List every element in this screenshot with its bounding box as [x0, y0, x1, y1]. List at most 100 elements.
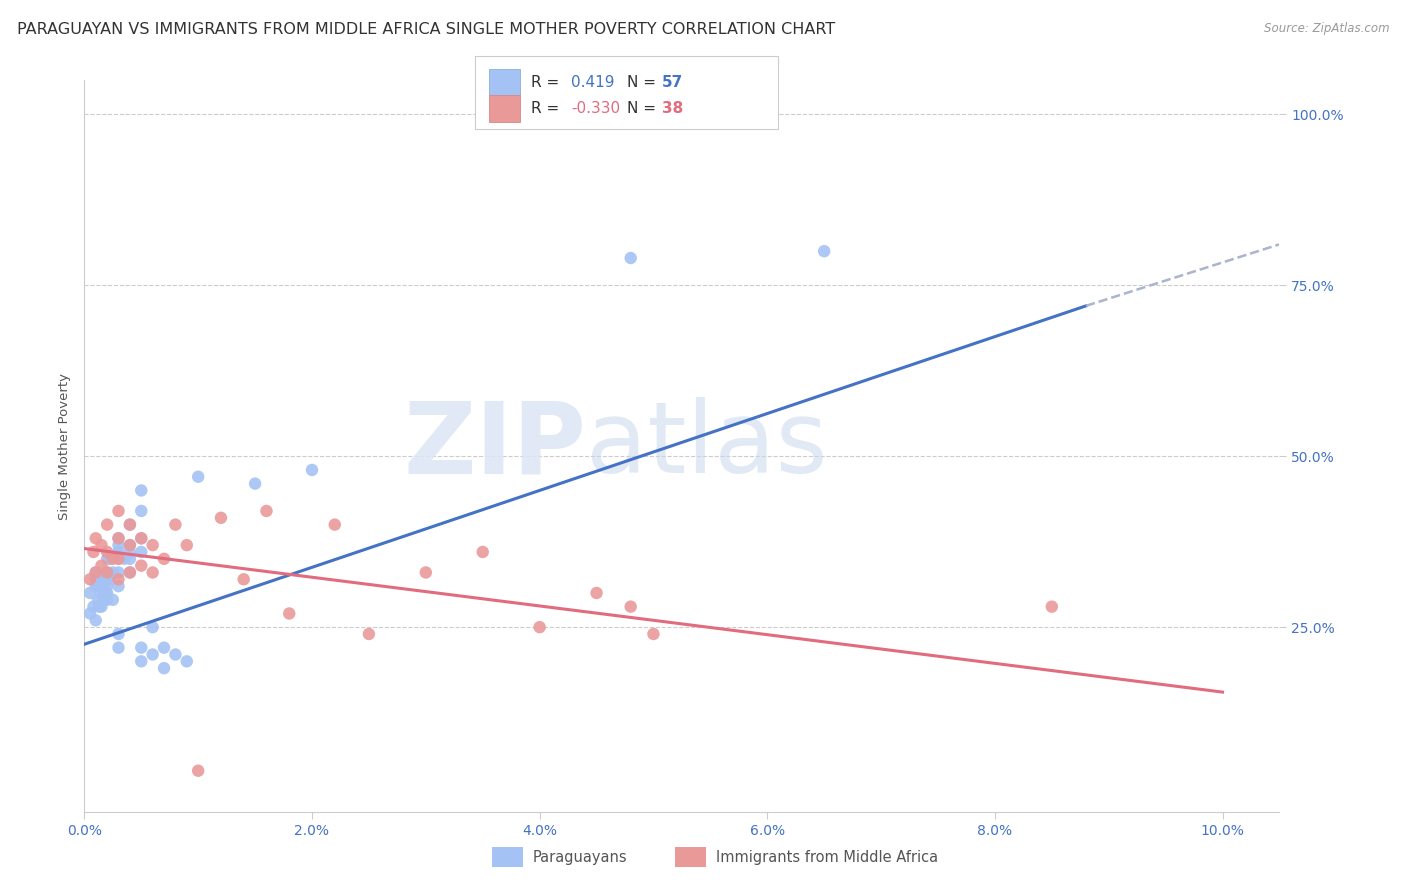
- Point: [813, 244, 835, 259]
- Point: [243, 476, 266, 491]
- Point: [323, 517, 346, 532]
- Point: [118, 517, 141, 532]
- Point: [301, 463, 323, 477]
- Point: [643, 627, 665, 641]
- Point: [142, 648, 165, 662]
- Text: R =: R =: [531, 102, 565, 116]
- Point: [620, 599, 643, 614]
- Point: [96, 545, 118, 559]
- Point: [415, 566, 437, 580]
- Point: [585, 586, 607, 600]
- Point: [98, 572, 121, 586]
- Point: [96, 551, 118, 566]
- Point: [101, 566, 124, 580]
- Point: [187, 764, 209, 778]
- Point: [82, 545, 104, 559]
- Point: [96, 517, 118, 532]
- Point: [107, 566, 129, 580]
- Text: N =: N =: [627, 75, 661, 89]
- Point: [107, 640, 129, 655]
- Point: [87, 579, 110, 593]
- Point: [620, 251, 643, 265]
- Point: [90, 558, 112, 573]
- Point: [176, 538, 198, 552]
- Point: [118, 566, 141, 580]
- Point: [98, 551, 121, 566]
- Point: [118, 545, 141, 559]
- Point: [256, 504, 278, 518]
- Text: N =: N =: [627, 102, 661, 116]
- Point: [107, 572, 129, 586]
- Point: [118, 566, 141, 580]
- Point: [96, 592, 118, 607]
- Point: [79, 572, 101, 586]
- Text: 57: 57: [662, 75, 683, 89]
- Text: PARAGUAYAN VS IMMIGRANTS FROM MIDDLE AFRICA SINGLE MOTHER POVERTY CORRELATION CH: PARAGUAYAN VS IMMIGRANTS FROM MIDDLE AFR…: [17, 22, 835, 37]
- Point: [84, 613, 107, 627]
- Point: [232, 572, 254, 586]
- Text: 0.419: 0.419: [571, 75, 614, 89]
- Point: [93, 592, 115, 607]
- Text: Immigrants from Middle Africa: Immigrants from Middle Africa: [716, 850, 938, 864]
- Point: [112, 551, 135, 566]
- Point: [84, 579, 107, 593]
- Point: [101, 592, 124, 607]
- Point: [107, 551, 129, 566]
- Point: [96, 566, 118, 580]
- Point: [90, 586, 112, 600]
- Point: [142, 538, 165, 552]
- Point: [129, 545, 152, 559]
- Point: [107, 627, 129, 641]
- Point: [101, 551, 124, 566]
- Point: [93, 572, 115, 586]
- Point: [209, 510, 232, 524]
- Point: [142, 566, 165, 580]
- Point: [96, 579, 118, 593]
- Point: [118, 551, 141, 566]
- Point: [357, 627, 380, 641]
- Point: [107, 538, 129, 552]
- Point: [118, 538, 141, 552]
- Point: [278, 607, 301, 621]
- Point: [165, 517, 187, 532]
- Point: [1040, 599, 1063, 614]
- Point: [142, 620, 165, 634]
- Point: [176, 654, 198, 668]
- Point: [165, 648, 187, 662]
- Point: [129, 640, 152, 655]
- Text: Source: ZipAtlas.com: Source: ZipAtlas.com: [1264, 22, 1389, 36]
- Point: [153, 640, 176, 655]
- Point: [96, 566, 118, 580]
- Point: [90, 579, 112, 593]
- Point: [129, 531, 152, 545]
- Point: [107, 504, 129, 518]
- Point: [129, 654, 152, 668]
- Point: [79, 586, 101, 600]
- Point: [129, 483, 152, 498]
- Point: [187, 469, 209, 483]
- Point: [82, 599, 104, 614]
- Point: [153, 551, 176, 566]
- Point: [90, 599, 112, 614]
- Point: [129, 531, 152, 545]
- Point: [94, 586, 117, 600]
- Point: [84, 566, 107, 580]
- Point: [153, 661, 176, 675]
- Point: [107, 545, 129, 559]
- Point: [118, 517, 141, 532]
- Point: [87, 592, 110, 607]
- Text: atlas: atlas: [586, 398, 828, 494]
- Point: [84, 566, 107, 580]
- Text: ZIP: ZIP: [404, 398, 586, 494]
- Text: R =: R =: [531, 75, 565, 89]
- Text: -0.330: -0.330: [571, 102, 620, 116]
- Point: [79, 607, 101, 621]
- Point: [118, 538, 141, 552]
- Point: [129, 504, 152, 518]
- Point: [96, 586, 118, 600]
- Text: 38: 38: [662, 102, 683, 116]
- Point: [84, 572, 107, 586]
- Point: [129, 558, 152, 573]
- Point: [107, 551, 129, 566]
- Point: [107, 531, 129, 545]
